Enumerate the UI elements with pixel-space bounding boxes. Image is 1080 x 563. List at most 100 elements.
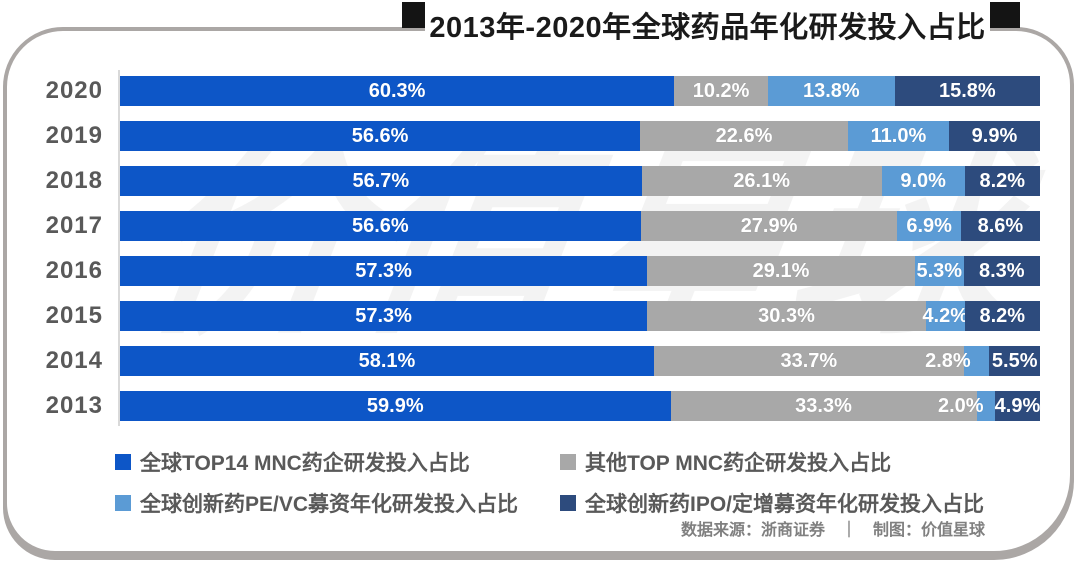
stacked-bar: 59.9% 33.3% 2.0% 4.9% [120,391,1040,421]
legend-item: 全球TOP14 MNC药企研发投入占比 [115,447,560,477]
title-box: 2013年-2020年全球药品年化研发投入占比 [425,0,990,50]
year-label: 2018 [45,167,103,194]
segment-value-label: 4.9% [994,394,1041,417]
legend-label: 全球创新药PE/VC募资年化研发投入占比 [140,493,519,516]
bar-segment: 2.0% [938,391,995,421]
segment-value-label: 58.1% [358,349,416,372]
bar-segment: 58.1% [120,346,654,376]
bar-segment: 15.8% [894,76,1040,106]
bar-segment: 60.3% [120,76,675,106]
bar-row-2019: 2019 56.6% 22.6% 11.0% 9.9% [0,121,1080,151]
segment-value-label: 22.6% [715,124,773,147]
legend-label: 全球创新药IPO/定增募资年化研发投入占比 [585,493,985,516]
bar-segment: 59.9% [120,391,671,421]
segment-value-label: 33.3% [795,394,852,417]
bar-row-2018: 2018 56.7% 26.1% 9.0% 8.2% [0,166,1080,196]
segment-value-label: 26.1% [733,169,791,192]
segment-value-label: 6.9% [906,214,952,237]
stacked-bar: 57.3% 29.1% 5.3% 8.3% [120,256,1040,286]
bar-segment: 56.6% [120,121,641,151]
segment-value-label: 56.6% [351,124,409,147]
legend-item: 其他TOP MNC药企研发投入占比 [560,447,984,477]
legend-label: 全球TOP14 MNC药企研发投入占比 [140,452,470,475]
chart-title: 2013年-2020年全球药品年化研发投入占比 [429,12,986,44]
bar-segment: 29.1% [647,256,915,286]
bar-segment: 57.3% [120,301,648,331]
segment-value-label: 56.7% [352,169,410,192]
segment-value-label: 8.3% [979,259,1025,282]
segment-value-label: 9.0% [900,169,946,192]
bar-row-2015: 2015 57.3% 30.3% 4.2% 8.2% [0,301,1080,331]
bar-segment: 8.3% [963,256,1040,286]
segment-value-label: 8.2% [979,169,1026,192]
infographic-card [3,27,1074,555]
bar-segment: 8.2% [964,301,1040,331]
segment-value-label: 5.5% [991,349,1038,372]
segment-value-label: 13.8% [802,79,860,102]
segment-value-label: 15.8% [939,79,996,102]
segment-value-label: 9.9% [971,124,1018,147]
bar-row-2014: 2014 58.1% 33.7% 2.8% 5.5% [0,346,1080,376]
segment-value-label: 2.8% [925,349,971,372]
bar-segment: 5.3% [914,256,964,286]
bar-segment: 8.6% [960,211,1040,241]
bar-chart: 2020 60.3% 10.2% 13.8% 15.8% 2019 56.6% 22.6% 11… [0,76,1080,436]
bar-segment: 4.2% [922,301,968,331]
bar-segment: 6.9% [897,211,961,241]
year-label: 2016 [45,257,103,284]
stacked-bar: 60.3% 10.2% 13.8% 15.8% [120,76,1040,106]
bar-segment: 4.9% [995,391,1040,421]
legend-item: 全球创新药IPO/定增募资年化研发投入占比 [560,488,984,518]
title-banner: 2013年-2020年全球药品年化研发投入占比 [402,0,1020,50]
axis-baseline [118,70,120,426]
segment-value-label: 5.3% [916,259,963,282]
segment-value-label: 30.3% [758,304,815,327]
stacked-bar: 56.6% 22.6% 11.0% 9.9% [120,121,1040,151]
segment-value-label: 8.6% [977,214,1024,237]
bar-segment: 56.7% [120,166,642,196]
bar-row-2017: 2017 56.6% 27.9% 6.9% 8.6% [0,211,1080,241]
bar-segment: 30.3% [647,301,926,331]
bar-segment: 33.7% [653,346,964,376]
segment-value-label: 29.1% [752,259,810,282]
bar-segment: 27.9% [640,211,898,241]
stacked-bar: 58.1% 33.7% 2.8% 5.5% [120,346,1040,376]
legend: 全球TOP14 MNC药企研发投入占比 其他TOP MNC药企研发投入占比全球创新… [115,447,984,518]
year-label: 2013 [45,392,103,419]
bar-segment: 9.9% [948,121,1040,151]
bar-segment: 8.2% [964,166,1040,196]
bar-row-2016: 2016 57.3% 29.1% 5.3% 8.3% [0,256,1080,286]
legend-label: 其他TOP MNC药企研发投入占比 [585,452,892,475]
legend-swatch-icon [560,495,576,511]
segment-value-label: 4.2% [922,304,969,327]
bar-segment: 22.6% [640,121,848,151]
bar-row-2020: 2020 60.3% 10.2% 13.8% 15.8% [0,76,1080,106]
bar-segment: 5.5% [989,346,1040,376]
bar-segment: 9.0% [881,166,965,196]
stacked-bar: 56.6% 27.9% 6.9% 8.6% [120,211,1040,241]
bar-row-2013: 2013 59.9% 33.3% 2.0% 4.9% [0,391,1080,421]
stacked-bar: 56.7% 26.1% 9.0% 8.2% [120,166,1040,196]
source-footer: 数据来源：浙商证券 ｜ 制图：价值星球 [680,522,985,539]
segment-value-label: 10.2% [692,79,750,102]
legend-swatch-icon [560,454,576,470]
segment-value-label: 33.7% [780,349,838,372]
year-label: 2017 [45,212,103,239]
year-label: 2019 [45,122,103,149]
segment-value-label: 11.0% [870,124,927,147]
bar-segment: 13.8% [767,76,895,106]
bar-segment: 26.1% [641,166,882,196]
segment-value-label: 59.9% [366,394,424,417]
legend-swatch-icon [115,454,131,470]
bar-segment: 11.0% [847,121,949,151]
segment-value-label: 27.9% [740,214,798,237]
stacked-bar: 57.3% 30.3% 4.2% 8.2% [120,301,1040,331]
bar-segment: 33.3% [670,391,977,421]
legend-swatch-icon [115,495,131,511]
bar-segment: 56.6% [120,211,641,241]
bar-segment: 2.8% [925,346,990,376]
segment-value-label: 8.2% [979,304,1026,327]
segment-value-label: 57.3% [355,259,412,282]
bar-segment: 57.3% [120,256,648,286]
segment-value-label: 2.0% [937,394,984,417]
